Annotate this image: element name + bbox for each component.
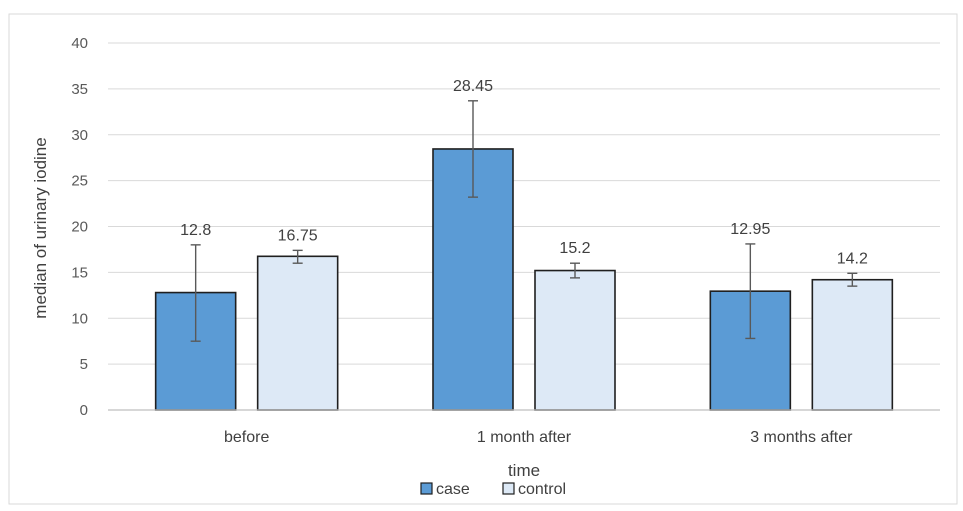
gridlines — [108, 42, 940, 365]
legend-swatch-control — [502, 482, 515, 495]
y-tick-label: 40 — [71, 35, 88, 52]
x-axis-title: time — [508, 461, 540, 480]
data-label: 15.2 — [559, 240, 590, 257]
y-tick-label: 25 — [71, 173, 88, 190]
y-axis-title: median of urinary iodine — [31, 137, 50, 318]
data-label: 14.2 — [837, 250, 868, 267]
y-axis-ticks: 0 5 10 15 20 25 30 35 40 — [71, 35, 88, 419]
y-tick-label: 10 — [71, 310, 88, 327]
legend-swatch-case — [420, 482, 433, 495]
error-bars — [190, 100, 858, 342]
y-tick-label: 15 — [71, 264, 88, 281]
data-label: 12.95 — [730, 221, 770, 238]
data-label: 16.75 — [278, 227, 318, 244]
data-label: 12.8 — [180, 222, 211, 239]
y-tick-label: 35 — [71, 81, 88, 98]
y-tick-label: 20 — [71, 219, 88, 236]
data-label: 28.45 — [453, 78, 493, 95]
y-tick-label: 0 — [80, 402, 88, 419]
x-category-label: before — [224, 429, 269, 446]
legend-label-case: case — [436, 481, 470, 498]
y-tick-label: 30 — [71, 127, 88, 144]
bar-control-2 — [811, 278, 894, 411]
x-category-label: 1 month after — [477, 429, 572, 446]
data-labels: 12.8 16.75 28.45 15.2 12.95 14.2 — [180, 78, 868, 267]
legend-label-control: control — [518, 481, 566, 498]
bars — [154, 148, 894, 411]
bar-control-1 — [534, 269, 616, 411]
x-axis-category-labels: before 1 month after 3 months after — [224, 429, 853, 446]
y-tick-label: 5 — [80, 356, 88, 373]
bar-control-0 — [256, 255, 339, 411]
x-category-label: 3 months after — [750, 429, 853, 446]
legend: case control — [420, 481, 566, 498]
